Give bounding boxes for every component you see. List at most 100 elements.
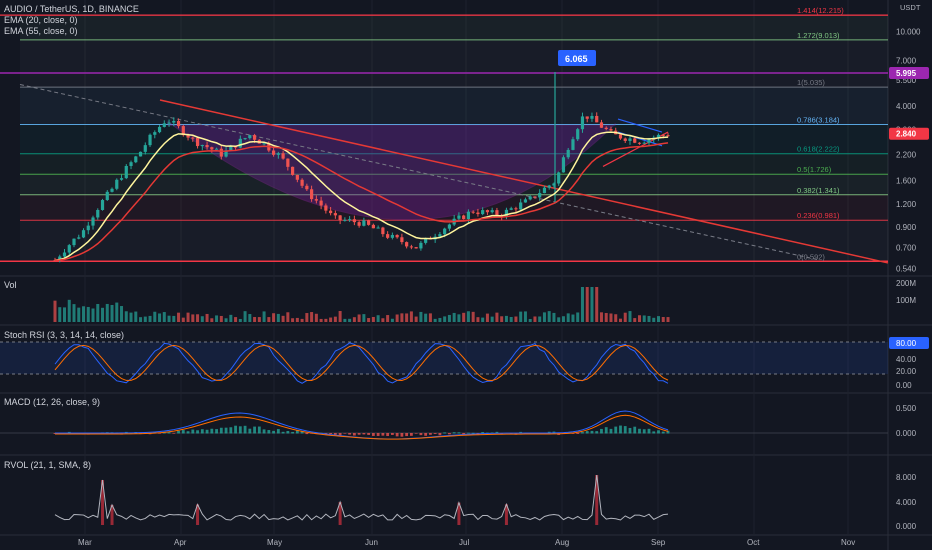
volume-bar: [533, 316, 537, 322]
macd-histogram-bar: [619, 425, 622, 434]
rvol-line: [54, 474, 669, 521]
candle-body: [604, 127, 608, 130]
macd-histogram-bar: [642, 429, 646, 434]
macd-histogram-bar: [424, 433, 428, 436]
volume-bar: [324, 318, 328, 322]
price-tick: 0.900: [896, 223, 917, 232]
volume-bar: [424, 313, 428, 322]
fib-band: [20, 124, 888, 154]
macd-histogram-bar: [405, 433, 409, 437]
candle-body: [348, 219, 352, 221]
ema20-line: [54, 131, 669, 261]
stoch-tag: [889, 337, 929, 349]
volume-bar: [504, 315, 508, 322]
volume-label: Vol: [4, 280, 17, 290]
candle-body: [357, 222, 361, 226]
macd-histogram-bar: [186, 431, 190, 434]
rvol-tick: 4.000: [896, 498, 917, 507]
macd-histogram-bar: [191, 429, 195, 434]
price-tag: [889, 127, 929, 140]
volume-bar: [495, 312, 499, 322]
volume-bar: [438, 317, 442, 322]
candle-body: [466, 211, 471, 220]
rvol-spike: [595, 475, 599, 525]
candle-body: [585, 116, 589, 119]
volume-bar: [243, 311, 247, 322]
stoch-tick: 20.00: [896, 367, 917, 376]
macd-histogram-bar: [471, 432, 475, 434]
volume-tick: 100M: [896, 296, 916, 305]
volume-bar: [614, 314, 618, 322]
volume-bar: [390, 318, 394, 322]
volume-bar: [314, 313, 318, 322]
volume-bar: [305, 313, 309, 322]
candle-body: [224, 150, 228, 157]
volume-bar: [91, 308, 95, 322]
fib-level-label: 1(5.035): [797, 78, 825, 87]
volume-bar: [153, 311, 157, 322]
volume-bar: [295, 317, 299, 322]
ema-lines: [54, 131, 669, 261]
candle-body: [276, 153, 280, 155]
macd-histogram-bar: [604, 427, 608, 434]
volume-bar: [248, 314, 252, 322]
fibonacci-retracement[interactable]: [20, 14, 888, 262]
candle-body: [538, 193, 542, 198]
volume-bar: [362, 314, 366, 322]
stoch-label: Stoch RSI (3, 3, 14, 14, close): [4, 330, 125, 340]
volume-bar: [101, 307, 105, 322]
macd-histogram-bar: [238, 426, 242, 434]
month-label: May: [267, 538, 282, 547]
candle-body: [72, 238, 76, 246]
volume-bar: [281, 315, 285, 322]
macd-histogram-bar: [386, 433, 390, 437]
macd-histogram-bar: [352, 433, 356, 436]
trend-drawings[interactable]: [0, 14, 889, 264]
macd-histogram-bar: [248, 428, 252, 434]
candle-body: [119, 178, 124, 180]
candle-body: [528, 196, 532, 200]
macd-histogram-bar: [638, 428, 641, 434]
price-tick: 0.540: [896, 265, 917, 274]
volume-bar: [652, 317, 656, 322]
candle-body: [576, 129, 580, 140]
volume-bar: [343, 318, 347, 322]
candle-body: [191, 137, 195, 139]
volume-bar: [210, 318, 214, 322]
macd-histogram-bar: [329, 433, 333, 435]
candle-body: [371, 224, 375, 229]
time-axis[interactable]: Mar Apr May Jun Jul Aug Sep Oct Nov: [78, 538, 855, 547]
volume-bar: [481, 317, 485, 322]
macd-histogram-bar: [158, 433, 161, 434]
candle-body: [100, 200, 105, 210]
volume-bar: [167, 315, 171, 322]
volume-bar: [395, 314, 399, 322]
volume-bar: [443, 316, 447, 322]
month-label: Sep: [651, 538, 666, 547]
price-axis[interactable]: 10.0007.0005.5004.0003.0002.2001.6001.20…: [889, 3, 929, 531]
macd-histogram-bar: [243, 425, 247, 434]
volume-bar: [338, 311, 342, 322]
macd-histogram-bar: [210, 428, 214, 434]
price-tick: 1.200: [896, 200, 917, 209]
candle-body: [580, 116, 585, 130]
volume-bar: [172, 315, 176, 322]
candle-body: [362, 220, 366, 226]
rvol-tick: 0.000: [896, 522, 917, 531]
candle-body: [390, 234, 394, 238]
macd-histogram-bar: [281, 431, 285, 434]
candle-body: [252, 135, 257, 140]
candle-body: [590, 115, 594, 119]
volume-bar: [120, 306, 124, 322]
macd-histogram-bar: [495, 431, 499, 434]
volume-bar: [310, 312, 314, 322]
volume-bar: [58, 307, 62, 322]
candle-body: [248, 135, 252, 139]
dashed-trendline: [19, 84, 821, 261]
candle-body: [386, 234, 390, 238]
macd-histogram-bar: [381, 433, 385, 436]
macd-histogram-bar: [576, 433, 580, 434]
candle-body: [595, 115, 599, 123]
macd-histogram-bar: [657, 430, 660, 434]
